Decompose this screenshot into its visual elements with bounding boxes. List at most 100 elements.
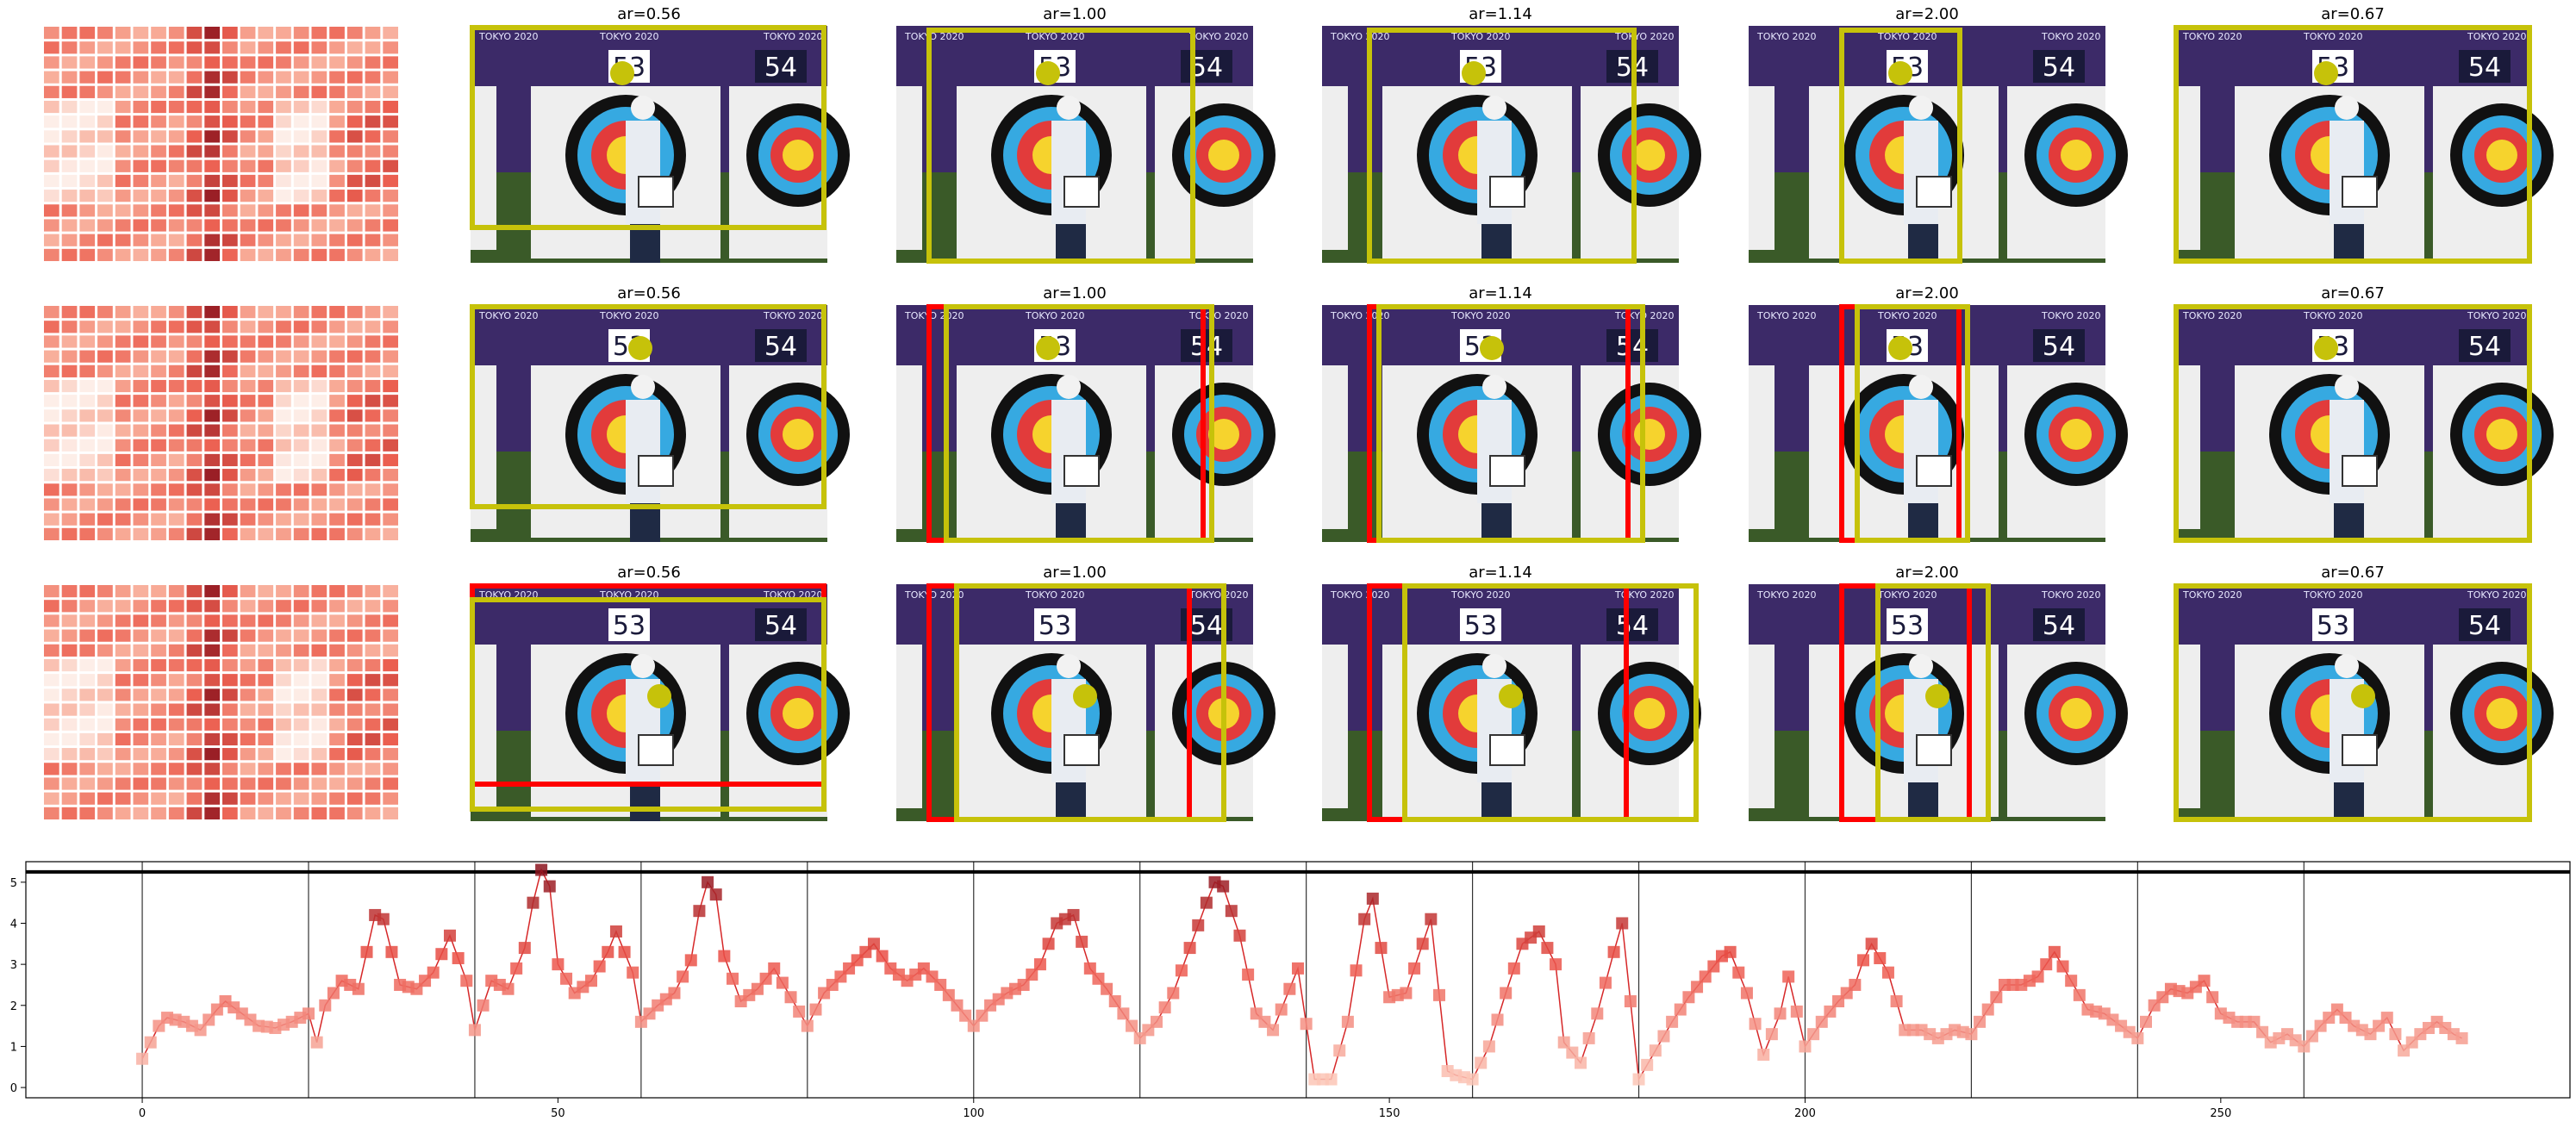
heatmap-cell <box>97 732 113 746</box>
data-point-marker <box>1192 919 1205 931</box>
heatmap-cell <box>186 614 203 627</box>
heatmap-cell <box>293 248 309 261</box>
heatmap-cell <box>61 321 78 333</box>
heatmap-cell <box>97 379 113 393</box>
heatmap-cell <box>151 585 166 598</box>
heatmap-cell <box>204 732 220 746</box>
heatmap-cell <box>222 763 238 776</box>
heatmap-cell <box>346 364 363 377</box>
target-number: 54 <box>1190 611 1223 641</box>
data-point-marker <box>1575 1056 1587 1069</box>
heatmap-cell <box>151 424 166 437</box>
heatmap-cell <box>61 469 78 482</box>
data-point-marker <box>1607 945 1620 958</box>
heatmap-cell <box>258 100 274 114</box>
data-point-marker <box>1724 945 1737 958</box>
heatmap-cell <box>329 306 345 319</box>
heatmap-cell <box>115 777 131 790</box>
heatmap-cell <box>97 27 113 40</box>
heatmap-cell <box>115 41 131 54</box>
heatmap-cell <box>276 777 291 790</box>
heatmap-cell <box>240 453 256 467</box>
banner-text: TOKYO 2020 <box>1330 589 1389 601</box>
heatmap-cell <box>186 527 203 540</box>
heatmap-cell <box>311 409 327 422</box>
heatmap-cell <box>133 763 149 776</box>
banner-text: TOKYO 2020 <box>1025 31 1084 42</box>
panel-title: ar=0.56 <box>617 5 681 23</box>
heatmap-cell <box>365 219 381 232</box>
heatmap-cell <box>383 718 398 731</box>
heatmap-cell <box>293 130 309 143</box>
data-point-marker <box>2380 1012 2393 1025</box>
heatmap-cell <box>44 350 59 363</box>
data-point-marker <box>809 1003 822 1016</box>
heatmap-cell <box>61 600 78 613</box>
heatmap-cell <box>240 395 256 408</box>
heatmap-cell <box>311 674 327 687</box>
heatmap-cell <box>346 792 363 805</box>
heatmap-cell <box>79 364 96 377</box>
data-point-marker <box>518 942 531 955</box>
heatmap-cell <box>44 483 59 496</box>
heatmap-cell <box>133 27 149 40</box>
focus-point <box>2351 684 2375 708</box>
heatmap-cell <box>168 614 184 627</box>
heatmap-cell <box>61 614 78 627</box>
heatmap-cell <box>365 306 381 319</box>
heatmap-cell <box>61 792 78 805</box>
data-point-marker <box>1026 969 1039 981</box>
heatmap-cell <box>204 453 220 467</box>
heatmap-cell <box>222 234 238 246</box>
heatmap-cell <box>115 614 131 627</box>
data-point-marker <box>1624 995 1637 1008</box>
data-point-marker <box>527 896 540 909</box>
heatmap-cell <box>151 306 166 319</box>
heatmap-cell <box>329 321 345 333</box>
heatmap-cell <box>44 688 59 701</box>
heatmap-cell <box>329 748 345 761</box>
heatmap-cell <box>311 41 327 54</box>
heatmap-cell <box>151 115 166 128</box>
heatmap-cell <box>115 190 131 202</box>
heatmap-cell <box>329 513 345 526</box>
heatmap-cell <box>329 777 345 790</box>
heatmap-cell <box>346 469 363 482</box>
heatmap-cell <box>311 335 327 348</box>
data-point-marker <box>1557 1036 1570 1049</box>
target-number: 54 <box>764 53 797 83</box>
heatmap-cell <box>346 777 363 790</box>
heatmap-cell <box>346 674 363 687</box>
heatmap-cell <box>186 159 203 172</box>
data-point-marker <box>951 999 964 1012</box>
data-point-marker <box>1790 1005 1803 1018</box>
heatmap-cell <box>133 248 149 261</box>
heatmap-cell <box>365 174 381 188</box>
heatmap-cell <box>383 306 398 319</box>
data-point-marker <box>1799 1040 1812 1053</box>
heatmap-cell <box>365 469 381 482</box>
heatmap-cell <box>258 219 274 232</box>
heatmap-cell <box>311 321 327 333</box>
heatmap-cell <box>222 777 238 790</box>
target-number: 54 <box>2468 611 2501 641</box>
heatmap-cell <box>115 379 131 393</box>
banner-text: TOKYO 2020 <box>2182 31 2242 42</box>
data-point-marker <box>702 875 714 888</box>
heatmap-cell <box>133 71 149 84</box>
heatmap-cell <box>204 219 220 232</box>
focus-point <box>2314 61 2338 85</box>
heatmap-cell <box>186 364 203 377</box>
heatmap-cell <box>329 629 345 642</box>
heatmap-cell <box>293 629 309 642</box>
data-point-marker <box>1126 1019 1138 1032</box>
heatmap-cell <box>151 379 166 393</box>
data-point-marker <box>1666 1015 1679 1028</box>
heatmap-cell <box>311 306 327 319</box>
heatmap-cell <box>97 498 113 511</box>
heatmap-cell <box>258 174 274 188</box>
heatmap-cell <box>151 335 166 348</box>
heatmap-cell <box>293 807 309 819</box>
heatmap-cell <box>204 335 220 348</box>
